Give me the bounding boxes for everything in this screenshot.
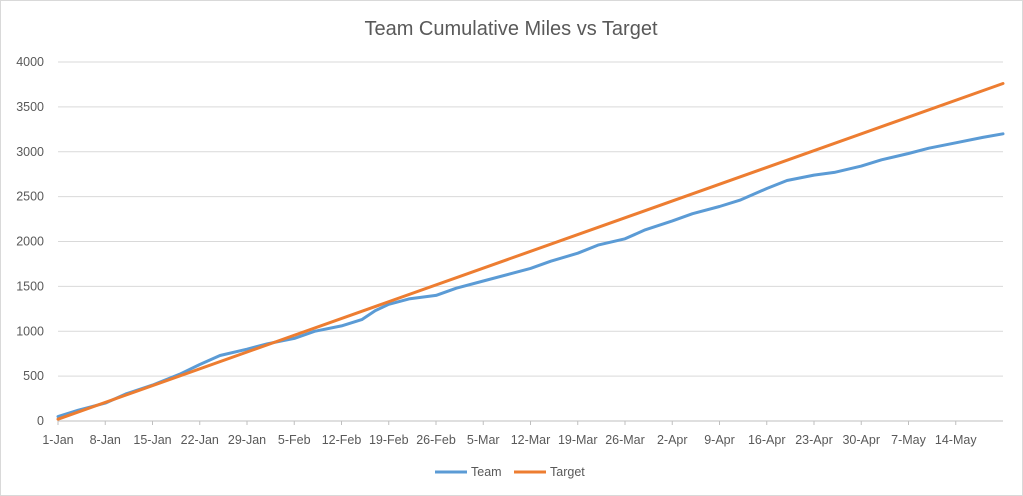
x-tick-label: 1-Jan — [42, 433, 73, 447]
x-tick-label: 30-Apr — [842, 433, 880, 447]
y-tick-label: 2000 — [16, 235, 44, 249]
series-line-target — [56, 82, 1005, 421]
x-tick-label: 5-Feb — [278, 433, 311, 447]
series-line-team — [56, 132, 1005, 418]
y-tick-label: 1000 — [16, 324, 44, 338]
y-tick-label: 500 — [23, 369, 44, 383]
x-tick-label: 7-May — [891, 433, 926, 447]
axes: 0 500 1000 1500 2000 2500 3000 3500 4000 1-Jan 8-J… — [16, 55, 977, 447]
x-tick-label: 26-Mar — [605, 433, 645, 447]
y-tick-label: 3500 — [16, 100, 44, 114]
x-tick-label: 9-Apr — [704, 433, 735, 447]
x-tick-label: 19-Mar — [558, 433, 598, 447]
chart-title: Team Cumulative Miles vs Target — [364, 18, 658, 40]
legend: Team Target — [435, 465, 585, 479]
x-tick-label: 23-Apr — [795, 433, 833, 447]
y-tick-label: 2500 — [16, 190, 44, 204]
x-tick-label: 15-Jan — [133, 433, 171, 447]
x-tick-label: 16-Apr — [748, 433, 786, 447]
legend-label-team: Team — [471, 465, 502, 479]
y-tick-label: 4000 — [16, 55, 44, 69]
x-tick-label: 2-Apr — [657, 433, 688, 447]
x-tick-label: 5-Mar — [467, 433, 500, 447]
x-tick-label: 12-Mar — [511, 433, 551, 447]
x-tick-label: 22-Jan — [181, 433, 219, 447]
x-tick-label: 19-Feb — [369, 433, 409, 447]
x-tick-label: 26-Feb — [416, 433, 456, 447]
gridlines — [58, 61, 1003, 422]
y-tick-label: 1500 — [16, 279, 44, 293]
x-tick-label: 14-May — [935, 433, 977, 447]
legend-label-target: Target — [550, 465, 585, 479]
y-tick-label: 0 — [37, 414, 44, 428]
x-tick-label: 8-Jan — [90, 433, 121, 447]
x-tick-label: 29-Jan — [228, 433, 266, 447]
y-tick-label: 3000 — [16, 145, 44, 159]
series-lines — [56, 82, 1005, 421]
x-tick-label: 12-Feb — [322, 433, 362, 447]
